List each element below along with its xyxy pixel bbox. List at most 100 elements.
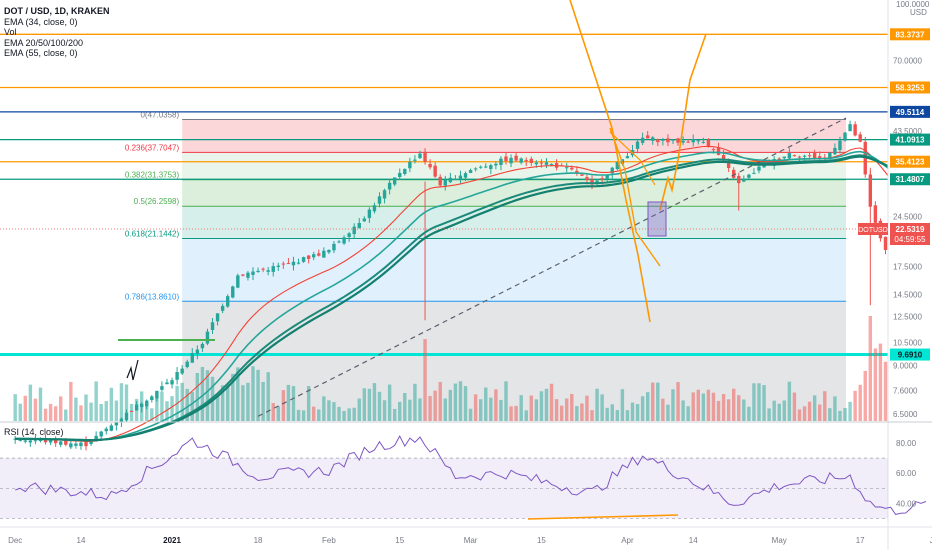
candle-body	[104, 428, 108, 432]
fib-level-label: 0.382(31.3753)	[125, 171, 180, 180]
price-tag	[890, 28, 930, 41]
volume-bar	[575, 406, 579, 421]
volume-bar	[473, 394, 478, 421]
fib-zone	[182, 152, 846, 180]
price-tick-label: 100.0000	[896, 0, 930, 9]
volume-bar	[99, 404, 103, 421]
candle	[296, 258, 301, 265]
candle-body	[18, 439, 22, 441]
candle	[281, 261, 286, 269]
candle-body	[828, 152, 832, 160]
indicator-ema34[interactable]: EMA (34, close, 0)	[4, 16, 78, 27]
volume-bar	[286, 384, 291, 421]
candle-body	[109, 425, 114, 431]
volume-bar	[681, 400, 685, 421]
candle-body	[155, 390, 159, 399]
candle	[473, 167, 478, 172]
volume-bar	[494, 389, 498, 421]
indicator-ema-ribbon[interactable]: EMA 20/50/100/200	[4, 37, 84, 48]
candle-body	[48, 439, 53, 443]
volume-bar	[757, 383, 761, 421]
candle	[301, 256, 306, 263]
price-tick-label: 14.5000	[893, 291, 922, 300]
volume-bar	[514, 405, 518, 421]
indicator-ema55[interactable]: EMA (55, close, 0)	[4, 48, 78, 58]
candle	[747, 173, 751, 180]
candle-body	[671, 139, 675, 141]
candle	[843, 131, 847, 142]
candle-body	[539, 162, 544, 164]
volume-bar	[833, 396, 837, 421]
price-tag-label: 9.6910	[898, 351, 923, 360]
volume-bar	[529, 395, 533, 421]
candle-body	[585, 177, 589, 181]
volume-bar	[504, 381, 508, 421]
candle	[134, 401, 139, 411]
candle-body	[418, 153, 422, 159]
volume-bar	[549, 383, 554, 421]
volume-bar	[195, 373, 200, 421]
volume-bar	[69, 381, 73, 421]
candle-body	[306, 255, 311, 259]
candle-body	[519, 158, 523, 163]
candle	[757, 164, 761, 174]
symbol-line[interactable]: DOT / USD, 1D, KRAKEN	[4, 6, 110, 16]
rsi-title[interactable]: RSI (14, close)	[4, 427, 64, 437]
candle-body	[651, 137, 655, 141]
candle-body	[473, 168, 478, 170]
rsi-line	[15, 435, 927, 515]
candle	[306, 254, 311, 264]
volume-bar	[792, 392, 797, 421]
candle	[79, 440, 83, 450]
candle	[696, 139, 700, 145]
indicator-vol[interactable]: Vol	[4, 27, 17, 37]
volume-bar	[438, 381, 442, 421]
volume-bar	[453, 383, 458, 421]
price-tag	[890, 81, 930, 94]
candle-body	[347, 233, 351, 237]
candle-body	[509, 157, 513, 164]
candle	[423, 148, 427, 165]
candle-body	[792, 155, 797, 157]
candle	[256, 267, 260, 273]
candle	[205, 328, 210, 346]
volume-bar	[651, 382, 655, 421]
volume-bar	[79, 405, 83, 421]
candle-body	[357, 222, 361, 229]
candle	[691, 134, 695, 147]
volume-bar	[180, 382, 184, 421]
candle	[479, 165, 483, 169]
candle-body	[676, 138, 680, 143]
volume-bar	[595, 388, 599, 421]
time-tick-label: Dec	[8, 536, 22, 545]
candle	[438, 174, 442, 188]
volume-bar	[767, 408, 771, 421]
candle-body	[494, 163, 498, 166]
candle	[327, 249, 331, 254]
candle-body	[236, 275, 240, 288]
candle-body	[565, 167, 569, 169]
candle	[418, 150, 422, 160]
candle-body	[124, 412, 129, 421]
volume-bar	[306, 386, 311, 421]
volume-bar	[615, 410, 620, 421]
volume-bar	[823, 391, 827, 421]
price-tag	[890, 173, 930, 186]
price-tick-label: 12.5000	[893, 313, 922, 322]
volume-bar	[109, 387, 114, 421]
volume-bar	[190, 392, 194, 421]
volume-bar	[721, 393, 726, 421]
volume-bar	[479, 399, 483, 421]
volume-bar	[392, 408, 397, 421]
volume-bar	[671, 389, 675, 421]
candle-body	[737, 175, 741, 183]
volume-bar	[59, 396, 63, 421]
price-tag	[890, 133, 930, 146]
candle	[195, 345, 200, 360]
volume-bar	[742, 399, 746, 421]
candle-body	[838, 140, 842, 151]
candle	[853, 121, 857, 137]
volume-bar	[246, 382, 250, 421]
volume-bar	[403, 392, 407, 421]
candle	[160, 381, 164, 392]
